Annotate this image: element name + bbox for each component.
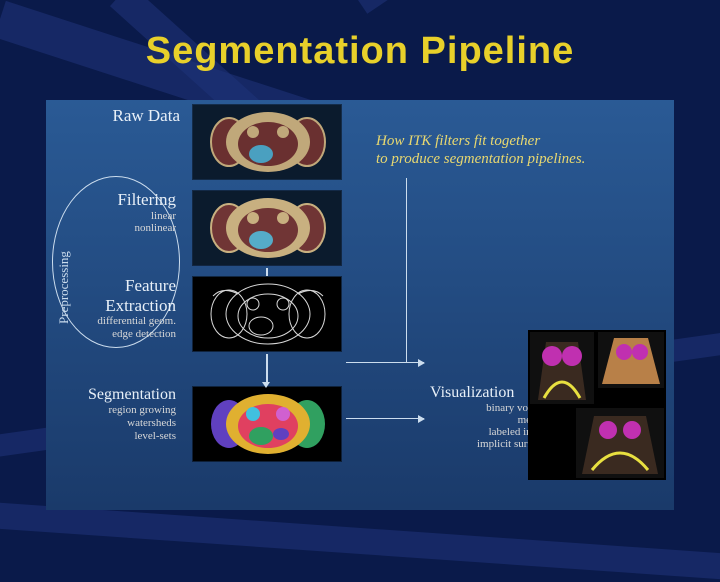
arrow-caption-to-viz-v xyxy=(406,178,407,362)
thumb-segmentation xyxy=(192,386,342,462)
thumb-feature xyxy=(192,276,342,352)
segmentation-sub0: region growing xyxy=(48,404,176,417)
segmentation-title: Segmentation xyxy=(48,386,176,404)
arrow-filter-to-feature xyxy=(266,268,268,276)
stage-feature: Feature Extraction differential geom. ed… xyxy=(66,276,176,340)
stage-raw: Raw Data xyxy=(60,106,180,126)
arrow-to-visualization xyxy=(346,418,424,419)
caption-line2: to produce segmentation pipelines. xyxy=(376,150,585,168)
page-title: Segmentation Pipeline xyxy=(0,30,720,73)
segmentation-sub2: level-sets xyxy=(48,430,176,443)
stage-segmentation: Segmentation region growing watersheds l… xyxy=(48,386,176,442)
thumb-filtering xyxy=(192,190,342,266)
segmentation-sub1: watersheds xyxy=(48,417,176,430)
filtering-title: Filtering xyxy=(76,190,176,210)
feature-sub0: differential geom. xyxy=(66,315,176,328)
thumb-raw xyxy=(192,104,342,180)
feature-sub1: edge detection xyxy=(66,328,176,341)
filtering-scan-graphic xyxy=(193,190,341,266)
caption-line1: How ITK filters fit together xyxy=(376,132,585,150)
pipeline-panel: How ITK filters fit together to produce … xyxy=(46,100,674,510)
title-text: Segmentation Pipeline xyxy=(146,30,575,72)
edge-scan-graphic xyxy=(193,276,341,352)
filtering-sub0: linear xyxy=(76,210,176,223)
filtering-sub1: nonlinear xyxy=(76,222,176,235)
arrowhead-fs xyxy=(262,382,270,388)
arrow-feature-to-seg xyxy=(266,354,268,384)
panel-caption: How ITK filters fit together to produce … xyxy=(376,132,585,168)
raw-title: Raw Data xyxy=(60,106,180,126)
stage-filtering: Filtering linear nonlinear xyxy=(76,190,176,235)
seg-scan-graphic xyxy=(193,386,341,462)
feature-title1: Feature xyxy=(66,276,176,296)
feature-title2: Extraction xyxy=(66,296,176,316)
raw-scan-graphic xyxy=(193,104,341,180)
thumb-visualization xyxy=(528,330,666,480)
viz-collage-graphic xyxy=(528,330,666,480)
arrow-caption-to-viz-h xyxy=(346,362,424,363)
